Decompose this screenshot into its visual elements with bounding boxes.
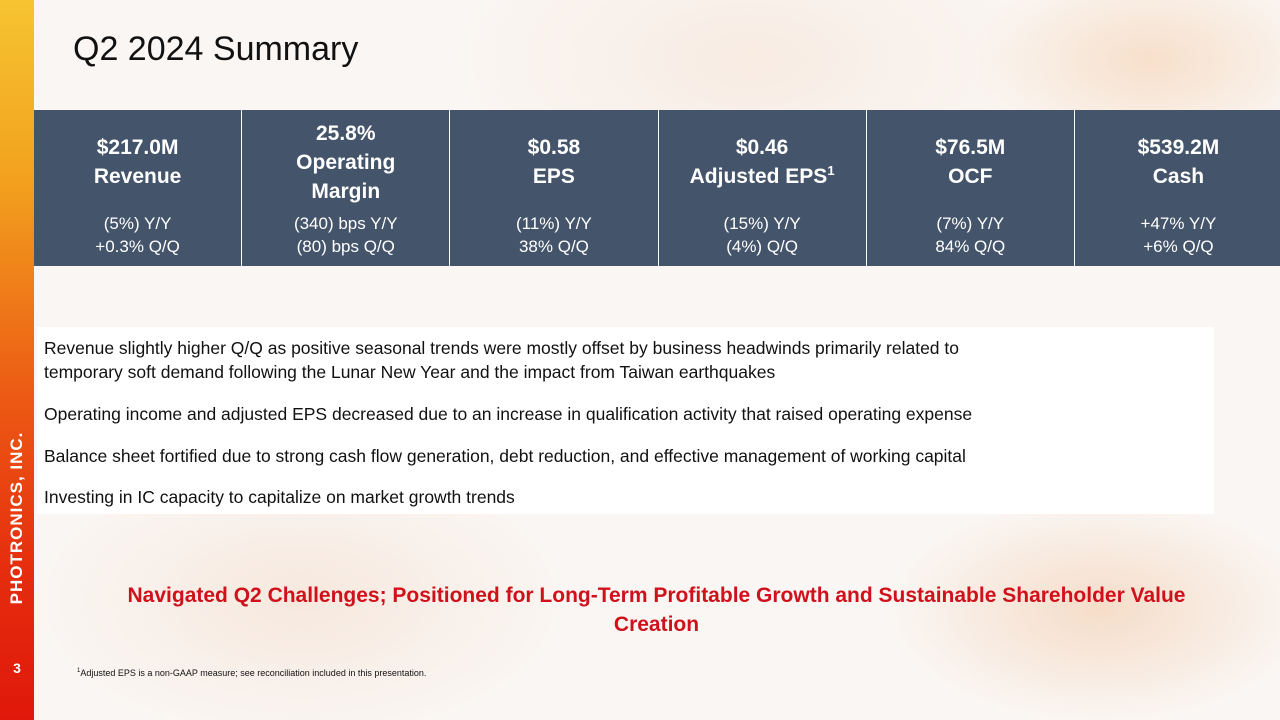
metric-label: Cash (1152, 165, 1205, 188)
metric-value: $539.2M (1137, 136, 1220, 159)
footnote-marker: 1 (827, 163, 835, 178)
metric-label: Adjusted EPS (689, 165, 828, 188)
metric-label: OCF (948, 165, 993, 188)
metric-cash: $539.2M Cash +47% Y/Y +6% Q/Q (1075, 110, 1280, 266)
highlight-line: Investing in IC capacity to capitalize o… (44, 487, 515, 507)
slide-title: Q2 2024 Summary (73, 30, 359, 68)
metric-qq-change: 38% Q/Q (518, 237, 589, 256)
metric-value: $217.0M (96, 136, 179, 159)
highlights-text-box: Revenue slightly higher Q/Q as positive … (37, 327, 1214, 514)
metric-revenue: $217.0M Revenue (5%) Y/Y +0.3% Q/Q (34, 110, 243, 266)
footnote-marker: 1 (77, 668, 81, 674)
highlight-operating-income: Operating income and adjusted EPS decrea… (44, 402, 972, 426)
metric-label: EPS (532, 165, 575, 188)
company-logo-text: PHOTRONICS, INC. (7, 431, 26, 605)
metric-value: $0.46 (735, 136, 789, 159)
tagline-line: Navigated Q2 Challenges; Positioned for … (127, 584, 1186, 607)
metric-qq-change: (80) bps Q/Q (296, 237, 395, 256)
highlight-line: Balance sheet fortified due to strong ca… (44, 446, 966, 466)
highlight-balance-sheet: Balance sheet fortified due to strong ca… (44, 444, 966, 468)
tagline-line: Creation (613, 613, 700, 636)
metric-ocf: $76.5M OCF (7%) Y/Y 84% Q/Q (867, 110, 1075, 266)
metric-eps: $0.58 EPS (11%) Y/Y 38% Q/Q (450, 110, 659, 266)
metric-yy-change: (15%) Y/Y (723, 214, 801, 233)
metric-qq-change: 84% Q/Q (935, 237, 1006, 256)
footnote: 1Adjusted EPS is a non-GAAP measure; see… (77, 668, 426, 678)
metric-qq-change: (4%) Q/Q (726, 237, 798, 256)
metric-yy-change: +47% Y/Y (1140, 214, 1217, 233)
highlight-line: temporary soft demand following the Luna… (44, 362, 776, 382)
metric-qq-change: +6% Q/Q (1143, 237, 1214, 256)
metrics-banner: $217.0M Revenue (5%) Y/Y +0.3% Q/Q 25.8%… (34, 110, 1280, 266)
sidebar-strip: PHOTRONICS, INC. 3 (0, 0, 34, 720)
metric-value: $76.5M (935, 136, 1006, 159)
metric-value: 25.8% (315, 121, 376, 145)
metric-label: Revenue (93, 165, 182, 188)
metric-adjusted-eps: $0.46 Adjusted EPS1 (15%) Y/Y (4%) Q/Q (659, 110, 867, 266)
metric-value: $0.58 (527, 136, 581, 159)
metric-yy-change: (5%) Y/Y (103, 214, 172, 233)
metric-yy-change: (340) bps Y/Y (293, 214, 398, 233)
highlight-line: Operating income and adjusted EPS decrea… (44, 404, 973, 424)
key-takeaway-tagline: Navigated Q2 Challenges; Positioned for … (40, 581, 1273, 639)
metric-qq-change: +0.3% Q/Q (95, 237, 180, 256)
metric-operating-margin: 25.8% Operating Margin (340) bps Y/Y (80… (242, 110, 451, 266)
highlight-revenue: Revenue slightly higher Q/Q as positive … (44, 336, 959, 384)
highlight-investing: Investing in IC capacity to capitalize o… (44, 485, 515, 509)
page-number: 3 (13, 660, 21, 676)
metric-label-line2: Margin (311, 179, 381, 203)
metric-label: Operating (296, 150, 396, 174)
metric-label-wrap: Adjusted EPS1 (659, 162, 866, 191)
highlight-line: Revenue slightly higher Q/Q as positive … (44, 338, 959, 358)
footnote-text: Adjusted EPS is a non-GAAP measure; see … (80, 668, 427, 678)
metric-yy-change: (11%) Y/Y (515, 214, 592, 233)
metric-yy-change: (7%) Y/Y (936, 214, 1005, 233)
